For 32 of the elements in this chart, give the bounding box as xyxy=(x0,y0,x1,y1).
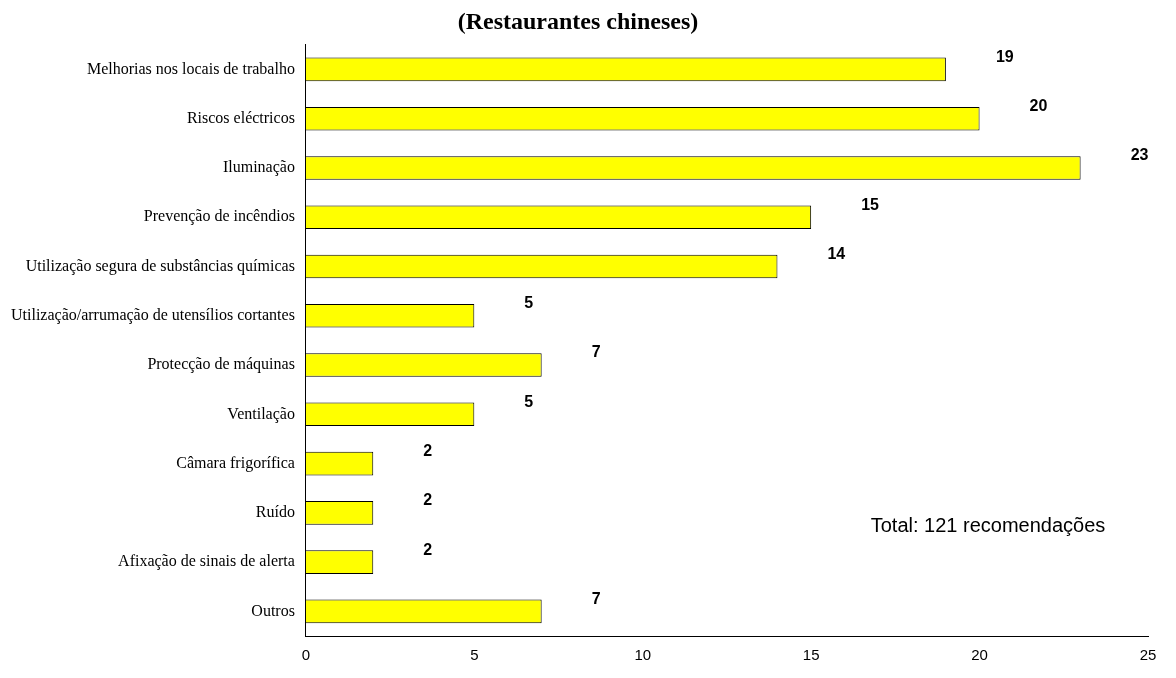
x-tick-label: 25 xyxy=(1139,646,1157,664)
data-label: 7 xyxy=(591,343,601,361)
data-label: 19 xyxy=(995,47,1014,65)
y-tick-label: Câmara frigorífica xyxy=(176,453,295,472)
y-tick-label: Riscos eléctricos xyxy=(186,108,295,126)
y-tick-label: Utilização/arrumação de utensílios cortantes xyxy=(10,305,295,324)
y-tick-label: Prevenção de incêndios xyxy=(143,207,295,226)
y-tick-label: Outros xyxy=(251,601,295,619)
data-label: 20 xyxy=(1029,97,1048,115)
chart-title: (Restaurantes chineses) xyxy=(457,7,699,34)
data-label: 14 xyxy=(827,244,846,262)
data-label: 2 xyxy=(423,491,433,509)
y-tick-label: Utilização segura de substâncias químicas xyxy=(25,256,295,275)
data-label: 2 xyxy=(423,540,433,558)
data-label: 5 xyxy=(524,392,534,410)
data-label: 23 xyxy=(1130,146,1149,164)
data-label: 2 xyxy=(423,441,433,459)
y-tick-label: Melhorias nos locais de trabalho xyxy=(86,59,295,77)
annotation: Total: 121 recomendações xyxy=(870,513,1106,536)
x-tick-label: 5 xyxy=(470,646,479,664)
x-tick-label: 0 xyxy=(301,646,311,664)
y-tick-label: Iluminação xyxy=(222,158,295,177)
x-tick-label: 15 xyxy=(802,646,820,664)
y-tick-label: Afixação de sinais de alerta xyxy=(118,552,295,571)
y-tick-label: Ventilação xyxy=(227,404,295,423)
y-tick-label: Protecção de máquinas xyxy=(147,355,295,374)
x-tick-label: 20 xyxy=(971,646,988,664)
data-label: 5 xyxy=(524,294,534,312)
x-tick-label: 10 xyxy=(634,646,652,664)
data-label: 7 xyxy=(591,589,601,607)
data-label: 15 xyxy=(861,195,880,213)
y-tick-label: Ruído xyxy=(255,503,295,521)
